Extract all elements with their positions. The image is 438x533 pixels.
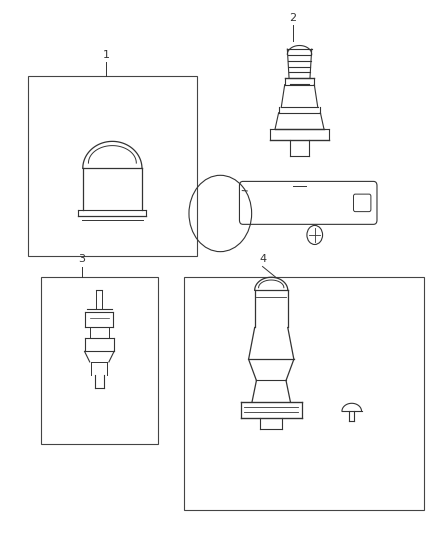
Bar (184, 277, 424, 511)
Text: 3: 3 (78, 254, 85, 264)
Text: 1: 1 (102, 50, 110, 60)
Text: 4: 4 (259, 254, 266, 264)
Bar (28, 76, 197, 256)
Bar (41, 277, 158, 444)
Text: 2: 2 (290, 13, 297, 22)
